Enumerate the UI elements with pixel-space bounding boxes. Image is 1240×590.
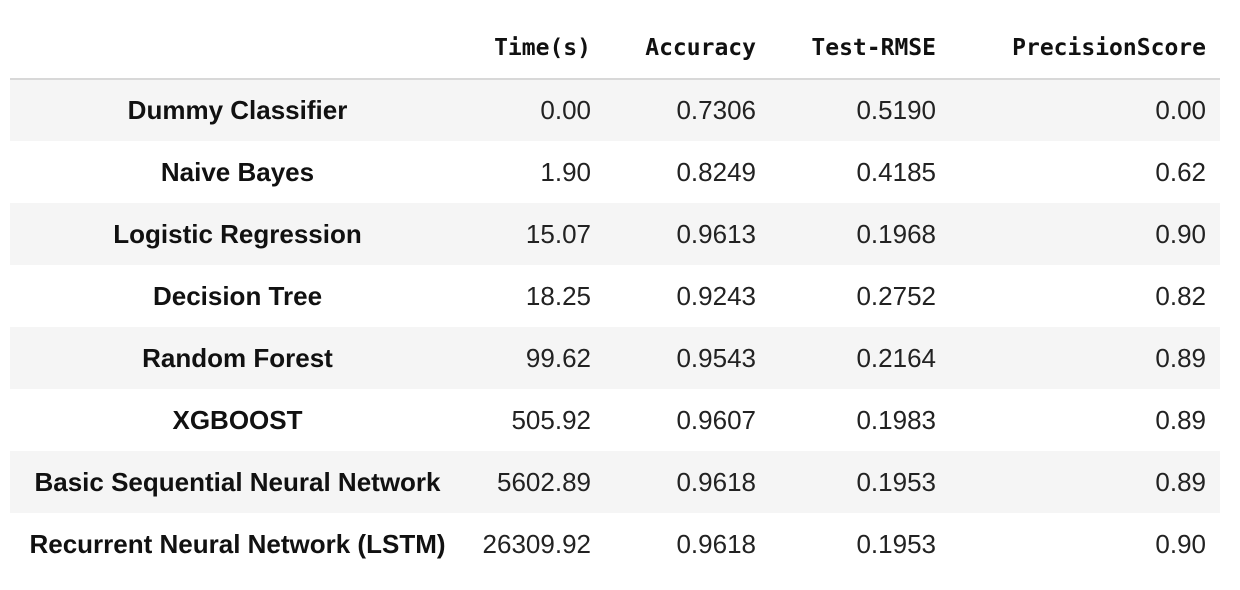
cell-test-rmse: 0.1953 — [856, 528, 936, 559]
cell-precision-score: 0.89 — [1155, 342, 1206, 373]
cell-accuracy: 0.9243 — [676, 280, 756, 311]
row-model-name: Naive Bayes — [160, 156, 315, 187]
cell-precision-score: 0.89 — [1155, 404, 1206, 435]
cell-accuracy: 0.9618 — [676, 528, 756, 559]
row-model-name: XGBOOST — [172, 404, 303, 435]
cell-test-rmse: 0.2164 — [856, 342, 936, 373]
header-accuracy: Accuracy — [605, 18, 770, 80]
header-row: Time(s) Accuracy Test-RMSE PrecisionScor… — [10, 18, 1220, 80]
table-row: Random Forest 99.62 0.9543 0.2164 0.89 — [10, 327, 1220, 389]
cell-accuracy: 0.9613 — [676, 218, 756, 249]
cell-time: 0.00 — [540, 95, 591, 125]
row-model-name: Random Forest — [142, 342, 333, 373]
cell-accuracy: 0.7306 — [676, 95, 756, 125]
row-model-name: Basic Sequential Neural Network — [34, 466, 441, 497]
cell-time: 1.90 — [540, 156, 591, 187]
header-time: Time(s) — [465, 18, 605, 80]
header-test-rmse: Test-RMSE — [770, 18, 950, 80]
header-precision-score: PrecisionScore — [950, 18, 1220, 80]
table-row: Recurrent Neural Network (LSTM) 26309.92… — [10, 513, 1220, 575]
cell-time: 99.62 — [525, 342, 591, 373]
table-row: Logistic Regression 15.07 0.9613 0.1968 … — [10, 203, 1220, 265]
cell-precision-score: 0.90 — [1155, 218, 1206, 249]
cell-test-rmse: 0.2752 — [856, 280, 936, 311]
table-row: Basic Sequential Neural Network 5602.89 … — [10, 451, 1220, 513]
table-header: Time(s) Accuracy Test-RMSE PrecisionScor… — [10, 18, 1220, 80]
table-body: Dummy Classifier 0.00 0.7306 0.5190 0.00… — [10, 79, 1220, 575]
cell-precision-score: 0.90 — [1155, 528, 1206, 559]
header-index-column — [10, 18, 465, 80]
cell-accuracy: 0.9618 — [676, 466, 756, 497]
cell-test-rmse: 0.1968 — [856, 218, 936, 249]
row-model-name: Dummy Classifier — [127, 95, 348, 125]
cell-accuracy: 0.8249 — [676, 156, 756, 187]
cell-time: 505.92 — [511, 404, 591, 435]
results-table: Time(s) Accuracy Test-RMSE PrecisionScor… — [10, 18, 1220, 575]
cell-test-rmse: 0.1953 — [856, 466, 936, 497]
row-model-name: Logistic Regression — [113, 218, 362, 249]
cell-accuracy: 0.9543 — [676, 342, 756, 373]
cell-precision-score: 0.82 — [1155, 280, 1206, 311]
cell-accuracy: 0.9607 — [676, 404, 756, 435]
table-row: Naive Bayes 1.90 0.8249 0.4185 0.62 — [10, 141, 1220, 203]
cell-precision-score: 0.00 — [1155, 95, 1206, 125]
row-model-name: Recurrent Neural Network (LSTM) — [29, 528, 446, 559]
table-row: XGBOOST 505.92 0.9607 0.1983 0.89 — [10, 389, 1220, 451]
cell-precision-score: 0.89 — [1155, 466, 1206, 497]
cell-time: 18.25 — [525, 280, 591, 311]
cell-time: 5602.89 — [497, 466, 591, 497]
cell-test-rmse: 0.4185 — [856, 156, 936, 187]
row-model-name: Decision Tree — [152, 280, 323, 311]
cell-test-rmse: 0.1983 — [856, 404, 936, 435]
table-row: Decision Tree 18.25 0.9243 0.2752 0.82 — [10, 265, 1220, 327]
cell-precision-score: 0.62 — [1155, 156, 1206, 187]
cell-test-rmse: 0.5190 — [856, 95, 936, 125]
table-row: Dummy Classifier 0.00 0.7306 0.5190 0.00 — [10, 79, 1220, 141]
cell-time: 15.07 — [525, 218, 591, 249]
cell-time: 26309.92 — [482, 528, 591, 559]
